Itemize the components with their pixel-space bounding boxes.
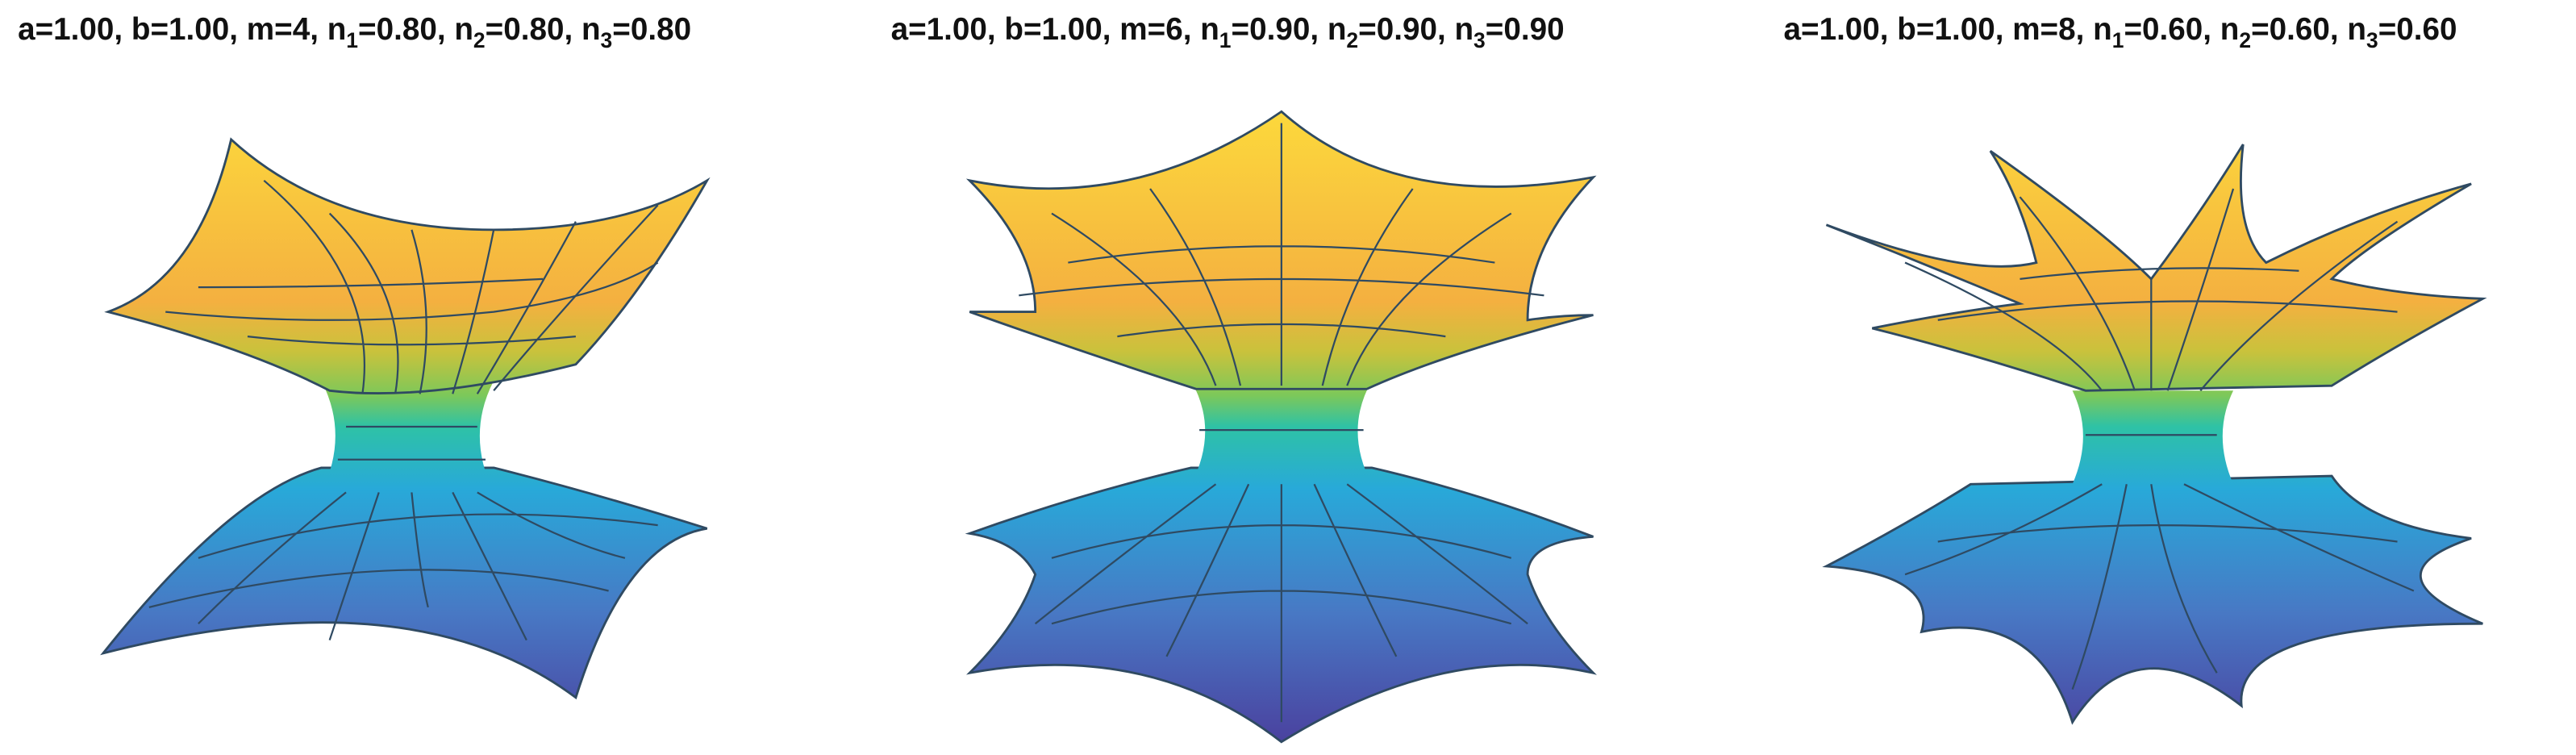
mesh	[1019, 123, 1544, 723]
title-text: =0.80, n	[358, 12, 473, 47]
panel-title: a=1.00, b=1.00, m=4, n1=0.80, n2=0.80, n…	[18, 12, 691, 52]
title-text: =0.60	[2378, 12, 2457, 47]
surface-1	[100, 137, 711, 700]
neck	[1190, 381, 1372, 485]
panel-title: a=1.00, b=1.00, m=6, n1=0.90, n2=0.90, n…	[891, 12, 1565, 52]
subscript: 2	[473, 28, 486, 52]
title-text: =0.60, n	[2124, 12, 2239, 47]
subscript: 2	[1346, 28, 1358, 52]
bottom-sheet	[100, 466, 708, 700]
title-text: a=1.00, b=1.00, m=8, n	[1784, 12, 2112, 47]
neck	[2072, 390, 2234, 485]
top-sheet	[1825, 144, 2487, 392]
mesh	[1904, 188, 2415, 690]
title-text: =0.90, n	[1232, 12, 1347, 47]
subscript: 1	[2112, 28, 2124, 52]
subscript: 2	[2239, 28, 2251, 52]
top-sheet	[104, 137, 711, 395]
title-text: =0.90, n	[1358, 12, 1473, 47]
subscript: 1	[346, 28, 358, 52]
subscript: 3	[2366, 28, 2378, 52]
subscript: 1	[1219, 28, 1232, 52]
title-text: a=1.00, b=1.00, m=4, n	[18, 12, 346, 47]
bottom-sheet	[1822, 474, 2483, 725]
neck	[321, 381, 494, 493]
title-text: =0.80	[612, 12, 691, 47]
subscript: 3	[1473, 28, 1486, 52]
title-text: =0.80, n	[486, 12, 601, 47]
surface-3	[1822, 144, 2487, 725]
title-text: =0.60, n	[2251, 12, 2366, 47]
subscript: 3	[601, 28, 613, 52]
surface-2	[965, 110, 1597, 744]
panel-title: a=1.00, b=1.00, m=8, n1=0.60, n2=0.60, n…	[1784, 12, 2457, 52]
mesh	[148, 179, 659, 641]
title-text: a=1.00, b=1.00, m=6, n	[891, 12, 1219, 47]
title-text: =0.90	[1486, 12, 1565, 47]
